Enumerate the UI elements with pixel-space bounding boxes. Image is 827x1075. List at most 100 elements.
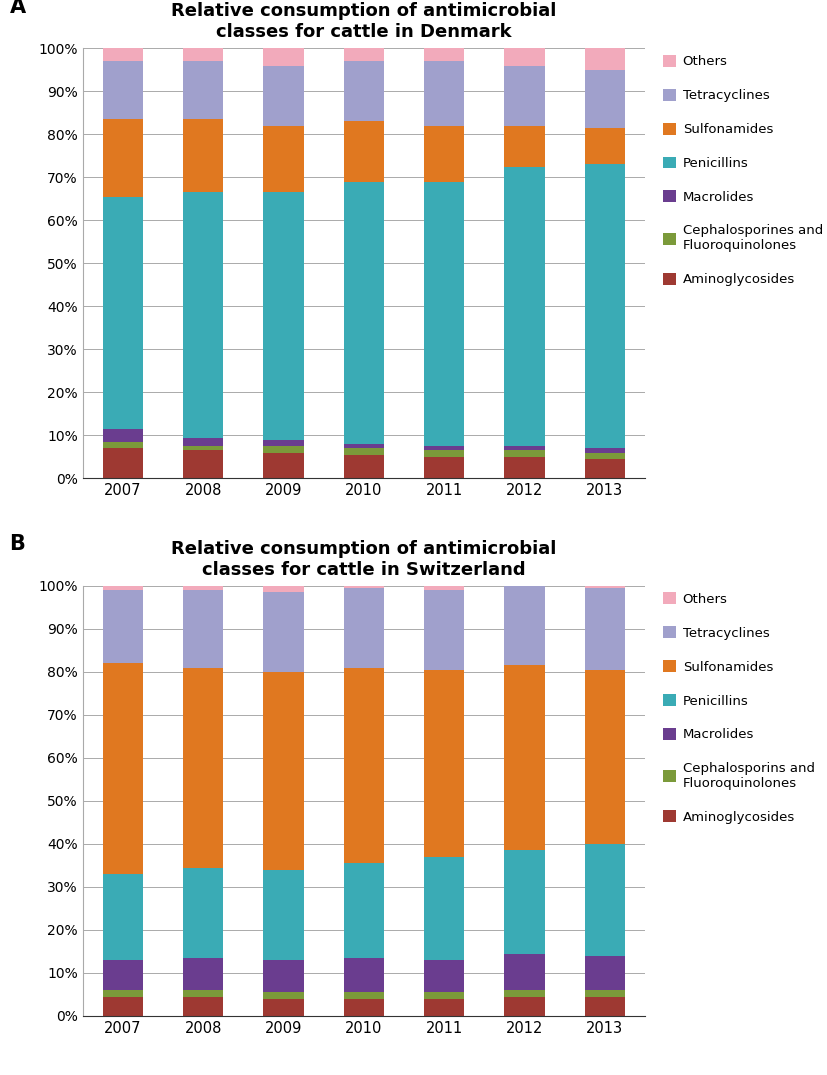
Bar [103,960,143,990]
Bar [183,590,223,668]
Bar [264,870,304,960]
Bar [585,586,625,588]
Bar [585,844,625,956]
Bar [103,874,143,960]
Bar [585,670,625,844]
Bar [344,992,384,999]
Bar [183,119,223,192]
Bar [585,48,625,70]
Bar [103,429,143,442]
Bar [103,590,143,663]
Bar [264,586,304,592]
Bar [264,446,304,453]
Bar [585,128,625,164]
Bar [424,182,464,446]
Bar [183,668,223,868]
Bar [344,586,384,588]
Bar [264,592,304,672]
Bar [264,48,304,66]
Text: B: B [10,534,26,555]
Bar [264,66,304,126]
Bar [585,956,625,990]
Bar [424,590,464,670]
Bar [264,126,304,192]
Bar [264,999,304,1016]
Bar [504,850,545,954]
Bar [344,455,384,478]
Bar [504,66,545,126]
Bar [103,197,143,429]
Bar [585,588,625,670]
Bar [504,586,545,665]
Bar [183,450,223,478]
Bar [424,857,464,960]
Bar [103,48,143,61]
Bar [103,663,143,874]
Bar [504,48,545,66]
Title: Relative consumption of antimicrobial
classes for cattle in Switzerland: Relative consumption of antimicrobial cl… [171,540,557,578]
Bar [504,457,545,478]
Bar [183,61,223,119]
Bar [103,119,143,197]
Bar [344,668,384,863]
Bar [344,958,384,992]
Bar [424,48,464,61]
Bar [103,990,143,997]
Bar [103,586,143,590]
Bar [183,438,223,446]
Bar [585,448,625,453]
Bar [424,586,464,590]
Bar [344,588,384,668]
Bar [424,992,464,999]
Bar [264,672,304,870]
Bar [344,48,384,61]
Bar [183,48,223,61]
Bar [183,997,223,1016]
Bar [504,997,545,1016]
Bar [585,70,625,128]
Bar [344,121,384,182]
Bar [264,992,304,999]
Bar [424,457,464,478]
Bar [585,453,625,459]
Bar [183,586,223,590]
Bar [183,868,223,958]
Bar [424,126,464,182]
Bar [504,990,545,997]
Bar [424,999,464,1016]
Bar [183,990,223,997]
Bar [504,126,545,167]
Bar [344,61,384,121]
Text: A: A [10,0,26,17]
Bar [264,960,304,992]
Bar [344,182,384,444]
Bar [424,446,464,450]
Bar [183,958,223,990]
Bar [504,954,545,990]
Bar [504,450,545,457]
Bar [264,440,304,446]
Legend: Others, Tetracyclines, Sulfonamides, Penicillins, Macrolides, Cephalosporins and: Others, Tetracyclines, Sulfonamides, Pen… [663,592,815,823]
Bar [264,453,304,478]
Bar [344,444,384,448]
Bar [344,448,384,455]
Bar [103,61,143,119]
Bar [424,670,464,857]
Bar [103,448,143,478]
Bar [183,192,223,438]
Bar [103,442,143,448]
Bar [585,164,625,448]
Bar [264,192,304,440]
Bar [183,446,223,450]
Bar [344,999,384,1016]
Bar [504,665,545,850]
Bar [424,450,464,457]
Title: Relative consumption of antimicrobial
classes for cattle in Denmark: Relative consumption of antimicrobial cl… [171,2,557,41]
Legend: Others, Tetracyclines, Sulfonamides, Penicillins, Macrolides, Cephalosporines an: Others, Tetracyclines, Sulfonamides, Pen… [663,55,823,286]
Bar [585,997,625,1016]
Bar [424,960,464,992]
Bar [585,990,625,997]
Bar [504,446,545,450]
Bar [504,167,545,446]
Bar [344,863,384,958]
